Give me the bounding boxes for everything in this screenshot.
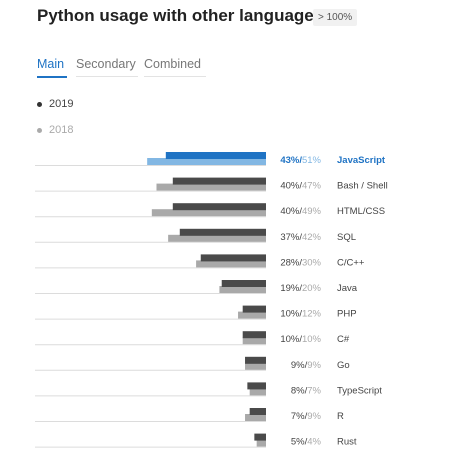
value-label-typescript: 8%/7% <box>291 385 322 396</box>
chart-title: Python usage with other languages <box>37 6 324 25</box>
bar-2018-java <box>219 286 266 293</box>
category-label-bash-shell: Bash / Shell <box>337 181 388 192</box>
value-label-java: 19%/20% <box>280 283 321 294</box>
bar-2019-bash-shell <box>172 177 266 185</box>
bar-2018-go <box>245 362 266 370</box>
bar-2019-html-css <box>172 203 266 211</box>
bar-2019-sql <box>179 228 266 236</box>
bar-2019-javascript <box>165 152 266 159</box>
bar-2018-sql <box>168 234 266 242</box>
tab-secondary[interactable]: Secondary <box>76 57 138 77</box>
bar-2019-c-c <box>200 254 266 262</box>
value-label-sql: 37%/42% <box>280 232 321 243</box>
bar-2018-javascript <box>147 158 266 165</box>
category-label-html-css: HTML/CSS <box>337 206 385 217</box>
bar-2019-java <box>221 280 266 287</box>
category-label-typescript: TypeScript <box>337 385 382 396</box>
value-label-rust: 5%/4% <box>291 437 322 448</box>
scale-badge: > 100% <box>313 9 358 26</box>
legend-item-2018[interactable]: 2018 <box>37 124 73 136</box>
bar-2018-php <box>238 311 266 319</box>
value-label-c: 10%/10% <box>280 334 321 345</box>
bar-2018-typescript <box>249 388 266 396</box>
bar-2018-c-c <box>196 260 266 268</box>
bar-2019-typescript <box>247 382 266 390</box>
category-label-javascript: JavaScript <box>337 155 386 166</box>
category-label-rust: Rust <box>337 437 357 448</box>
value-label-php: 10%/12% <box>280 309 321 320</box>
bar-2018-c <box>242 337 266 345</box>
value-label-go: 9%/9% <box>291 360 322 371</box>
bar-2019-go <box>245 356 266 364</box>
bar-2019-c <box>242 331 266 339</box>
category-label-java: Java <box>337 283 358 294</box>
tab-main[interactable]: Main <box>37 57 67 78</box>
legend-item-2019[interactable]: 2019 <box>37 98 73 110</box>
bar-2018-bash-shell <box>156 183 266 191</box>
value-label-javascript: 43%/51% <box>280 155 321 166</box>
value-label-r: 7%/9% <box>291 411 322 422</box>
value-label-html-css: 40%/49% <box>280 206 321 217</box>
category-label-php: PHP <box>337 309 357 320</box>
bar-2018-html-css <box>151 209 266 217</box>
category-label-go: Go <box>337 360 350 371</box>
legend-label-2019: 2019 <box>49 98 74 110</box>
category-label-r: R <box>337 411 344 422</box>
bar-2019-rust <box>254 433 266 441</box>
bar-2019-php <box>242 305 266 313</box>
legend-label-2018: 2018 <box>49 124 74 136</box>
legend-dot-2018 <box>37 127 42 133</box>
bar-2019-r <box>249 408 266 415</box>
category-label-c-c: C/C++ <box>337 257 365 268</box>
category-label-c: C# <box>337 334 350 345</box>
tab-combined[interactable]: Combined <box>144 57 206 77</box>
value-label-c-c: 28%/30% <box>280 257 321 268</box>
value-label-bash-shell: 40%/47% <box>280 181 321 192</box>
category-label-sql: SQL <box>337 232 356 243</box>
bar-2018-rust <box>256 439 266 447</box>
legend-dot-2019 <box>37 101 42 107</box>
bar-2018-r <box>245 414 266 421</box>
